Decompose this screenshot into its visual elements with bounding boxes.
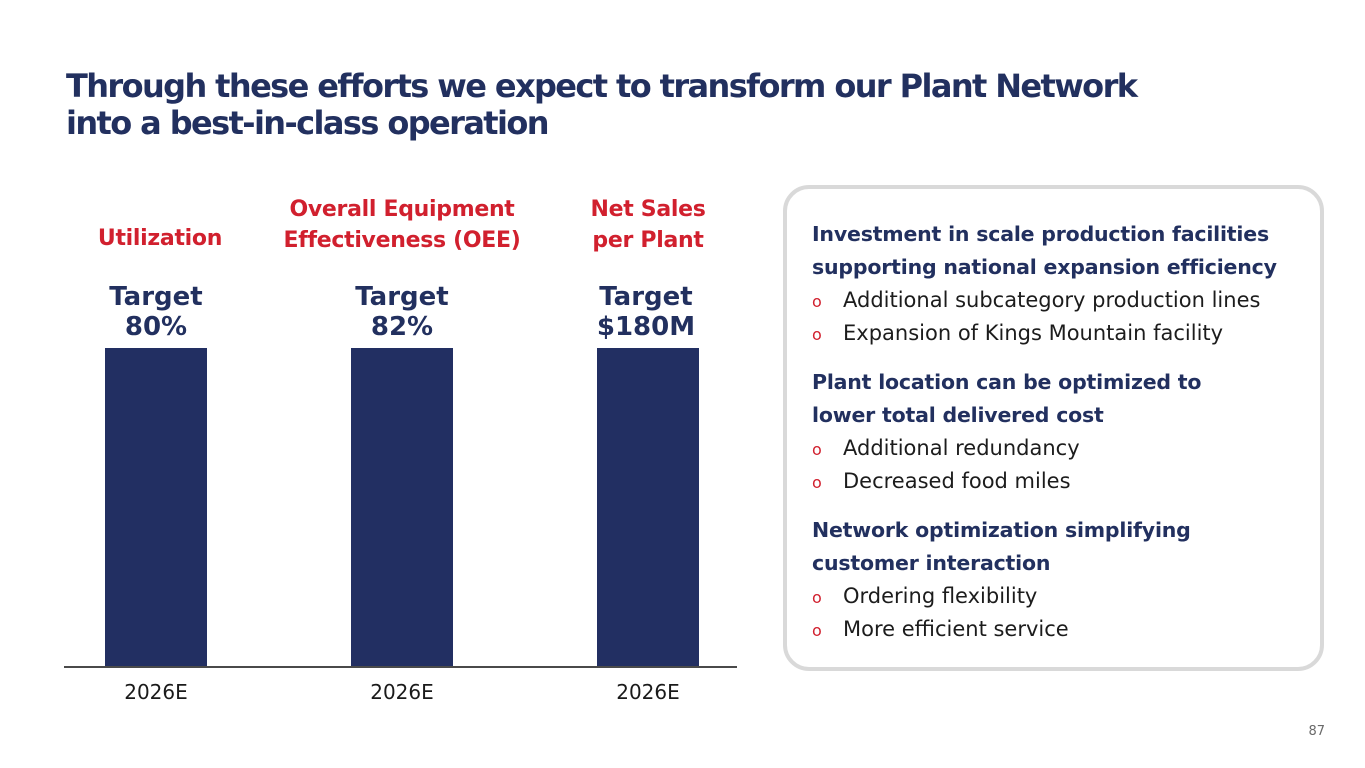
metric-label-line: Overall Equipment (289, 197, 515, 222)
target-label-value: $180M (596, 312, 696, 342)
metric-label-line: Effectiveness (OEE) (283, 228, 521, 253)
bullet-marker-icon: o (812, 621, 822, 640)
section-heading: Network optimization simplifying custome… (812, 514, 1322, 580)
panel-section-network-optimization: Network optimization simplifying custome… (812, 514, 1322, 646)
list-item: o Expansion of Kings Mountain facility (812, 317, 1322, 350)
section-heading-line: customer interaction (812, 551, 1051, 575)
target-label-value: 80% (124, 312, 188, 342)
page-title: Through these efforts we expect to trans… (66, 68, 1166, 142)
list-item-text: Additional redundancy (843, 436, 1080, 460)
metric-label-net-sales: Net Sales per Plant (568, 194, 728, 256)
metric-label-line: Net Sales (590, 197, 706, 222)
x-tick-label: 2026E (616, 680, 680, 704)
title-line-2: into a best-in-class operation (66, 104, 550, 142)
target-label-utilization: Target 80% (86, 282, 226, 342)
section-heading-line: Plant location can be optimized to (812, 370, 1202, 394)
bar-net-sales (597, 348, 699, 666)
list-item: o Decreased food miles (812, 465, 1322, 498)
bullet-marker-icon: o (812, 325, 822, 344)
metric-label-utilization: Utilization (80, 223, 240, 254)
list-item-text: Additional subcategory production lines (843, 288, 1261, 312)
list-item-text: Expansion of Kings Mountain facility (843, 321, 1224, 345)
panel-section-scale-production: Investment in scale production facilitie… (812, 218, 1322, 350)
target-label-value: 82% (370, 312, 434, 342)
target-label-line: Target (355, 282, 449, 312)
target-label-net-sales: Target $180M (576, 282, 716, 342)
title-line-1: Through these efforts we expect to trans… (66, 67, 1138, 105)
bullet-marker-icon: o (812, 473, 822, 492)
target-label-oee: Target 82% (332, 282, 472, 342)
x-tick-label: 2026E (370, 680, 434, 704)
section-heading-line: supporting national expansion efficiency (812, 255, 1277, 279)
target-label-line: Target (109, 282, 203, 312)
bar-utilization (105, 348, 207, 666)
bullet-marker-icon: o (812, 588, 822, 607)
initiatives-panel (783, 185, 1324, 671)
metric-label-line: per Plant (592, 228, 704, 253)
metric-label-oee: Overall Equipment Effectiveness (OEE) (262, 194, 542, 256)
bullet-marker-icon: o (812, 292, 822, 311)
metric-label-line: Utilization (97, 226, 223, 251)
section-heading: Plant location can be optimized to lower… (812, 366, 1322, 432)
x-tick-label: 2026E (124, 680, 188, 704)
x-axis-line (64, 666, 737, 668)
list-item-text: Decreased food miles (843, 469, 1071, 493)
bar-oee (351, 348, 453, 666)
section-heading-line: lower total delivered cost (812, 403, 1104, 427)
section-heading-line: Investment in scale production facilitie… (812, 222, 1269, 246)
list-item: o Additional redundancy (812, 432, 1322, 465)
bullet-marker-icon: o (812, 440, 822, 459)
page-number: 87 (1308, 724, 1325, 739)
section-heading: Investment in scale production facilitie… (812, 218, 1322, 284)
list-item: o More efficient service (812, 613, 1322, 646)
list-item: o Additional subcategory production lines (812, 284, 1322, 317)
list-item-text: Ordering flexibility (843, 584, 1038, 608)
panel-section-plant-location: Plant location can be optimized to lower… (812, 366, 1322, 498)
list-item: o Ordering flexibility (812, 580, 1322, 613)
target-label-line: Target (599, 282, 693, 312)
section-heading-line: Network optimization simplifying (812, 518, 1191, 542)
list-item-text: More efficient service (843, 617, 1069, 641)
